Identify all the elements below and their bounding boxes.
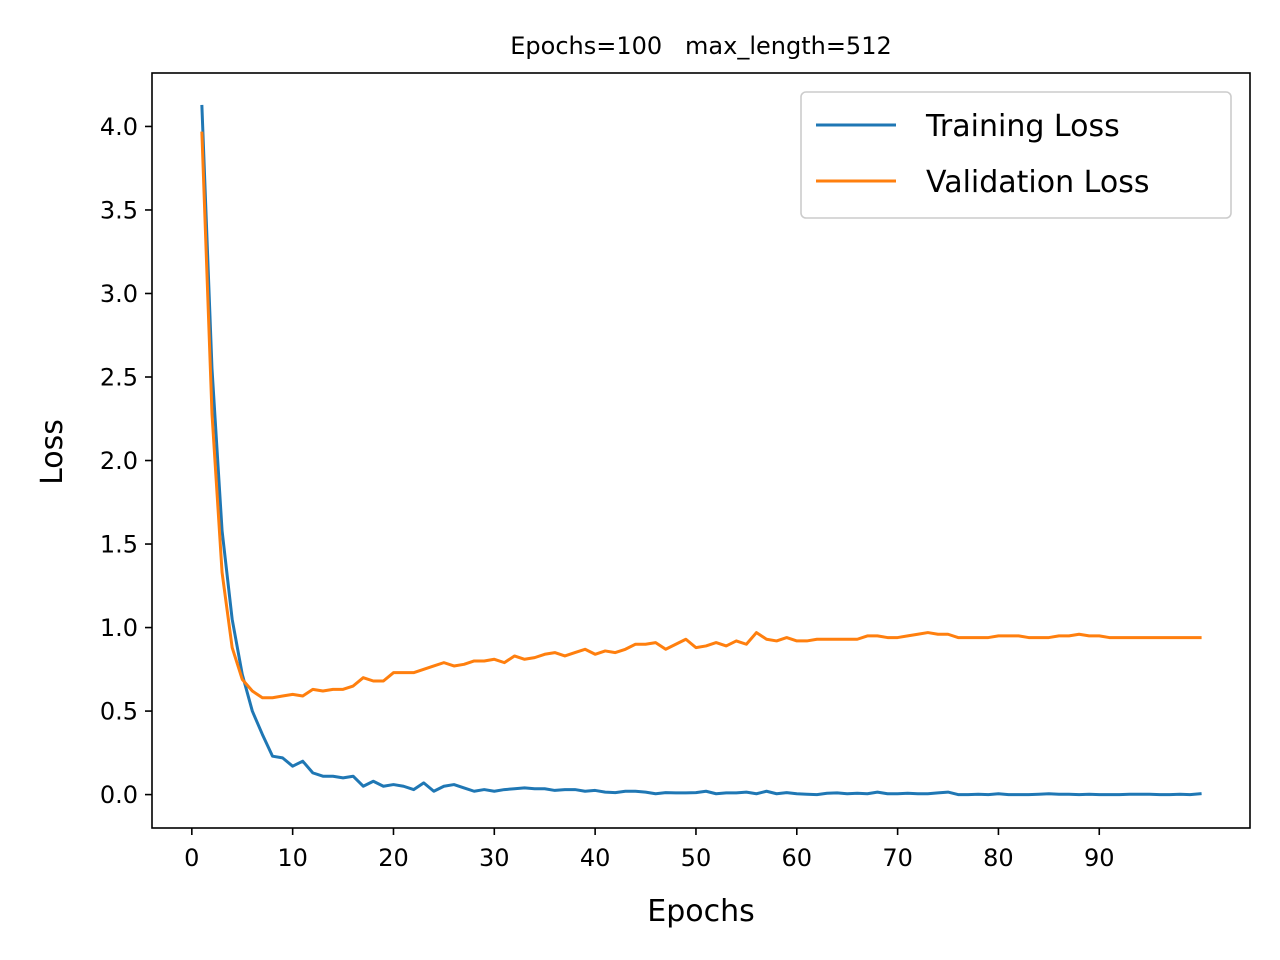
y-tick-label: 3.5 <box>100 196 138 224</box>
x-tick-label: 20 <box>378 844 409 872</box>
series-line-validation-loss <box>200 131 1202 700</box>
y-tick-label: 1.0 <box>100 614 138 642</box>
x-tick-label: 10 <box>277 844 308 872</box>
x-axis-title: Epochs <box>647 894 755 929</box>
plot-frame <box>151 72 1251 829</box>
y-axis-title: Loss <box>35 419 70 485</box>
y-tick-label: 4.0 <box>100 113 138 141</box>
x-tick-label: 30 <box>479 844 510 872</box>
y-tick-label: 0.5 <box>100 698 138 726</box>
x-tick-label: 70 <box>882 844 913 872</box>
legend: Training Loss Validation Loss <box>800 91 1232 219</box>
legend-label-training: Training Loss <box>925 109 1120 144</box>
x-axis: 0 10 20 30 40 50 60 70 80 90 <box>184 828 1115 872</box>
chart-title: Epochs=100 max_length=512 <box>510 32 892 60</box>
y-tick-label: 3.0 <box>100 280 138 308</box>
x-tick-label: 50 <box>681 844 712 872</box>
y-tick-label: 2.0 <box>100 447 138 475</box>
plot-series <box>200 104 1202 797</box>
y-axis: 0.0 0.5 1.0 1.5 2.0 2.5 3.0 3.5 4.0 <box>100 113 152 809</box>
x-tick-label: 60 <box>782 844 813 872</box>
series-line-training-loss <box>200 104 1202 797</box>
y-tick-label: 0.0 <box>100 781 138 809</box>
x-tick-label: 0 <box>184 844 199 872</box>
y-tick-label: 2.5 <box>100 364 138 392</box>
legend-label-validation: Validation Loss <box>926 165 1149 200</box>
x-tick-label: 40 <box>580 844 611 872</box>
y-tick-label: 1.5 <box>100 531 138 559</box>
legend-box <box>800 91 1232 219</box>
x-tick-label: 80 <box>983 844 1014 872</box>
x-tick-label: 90 <box>1084 844 1115 872</box>
